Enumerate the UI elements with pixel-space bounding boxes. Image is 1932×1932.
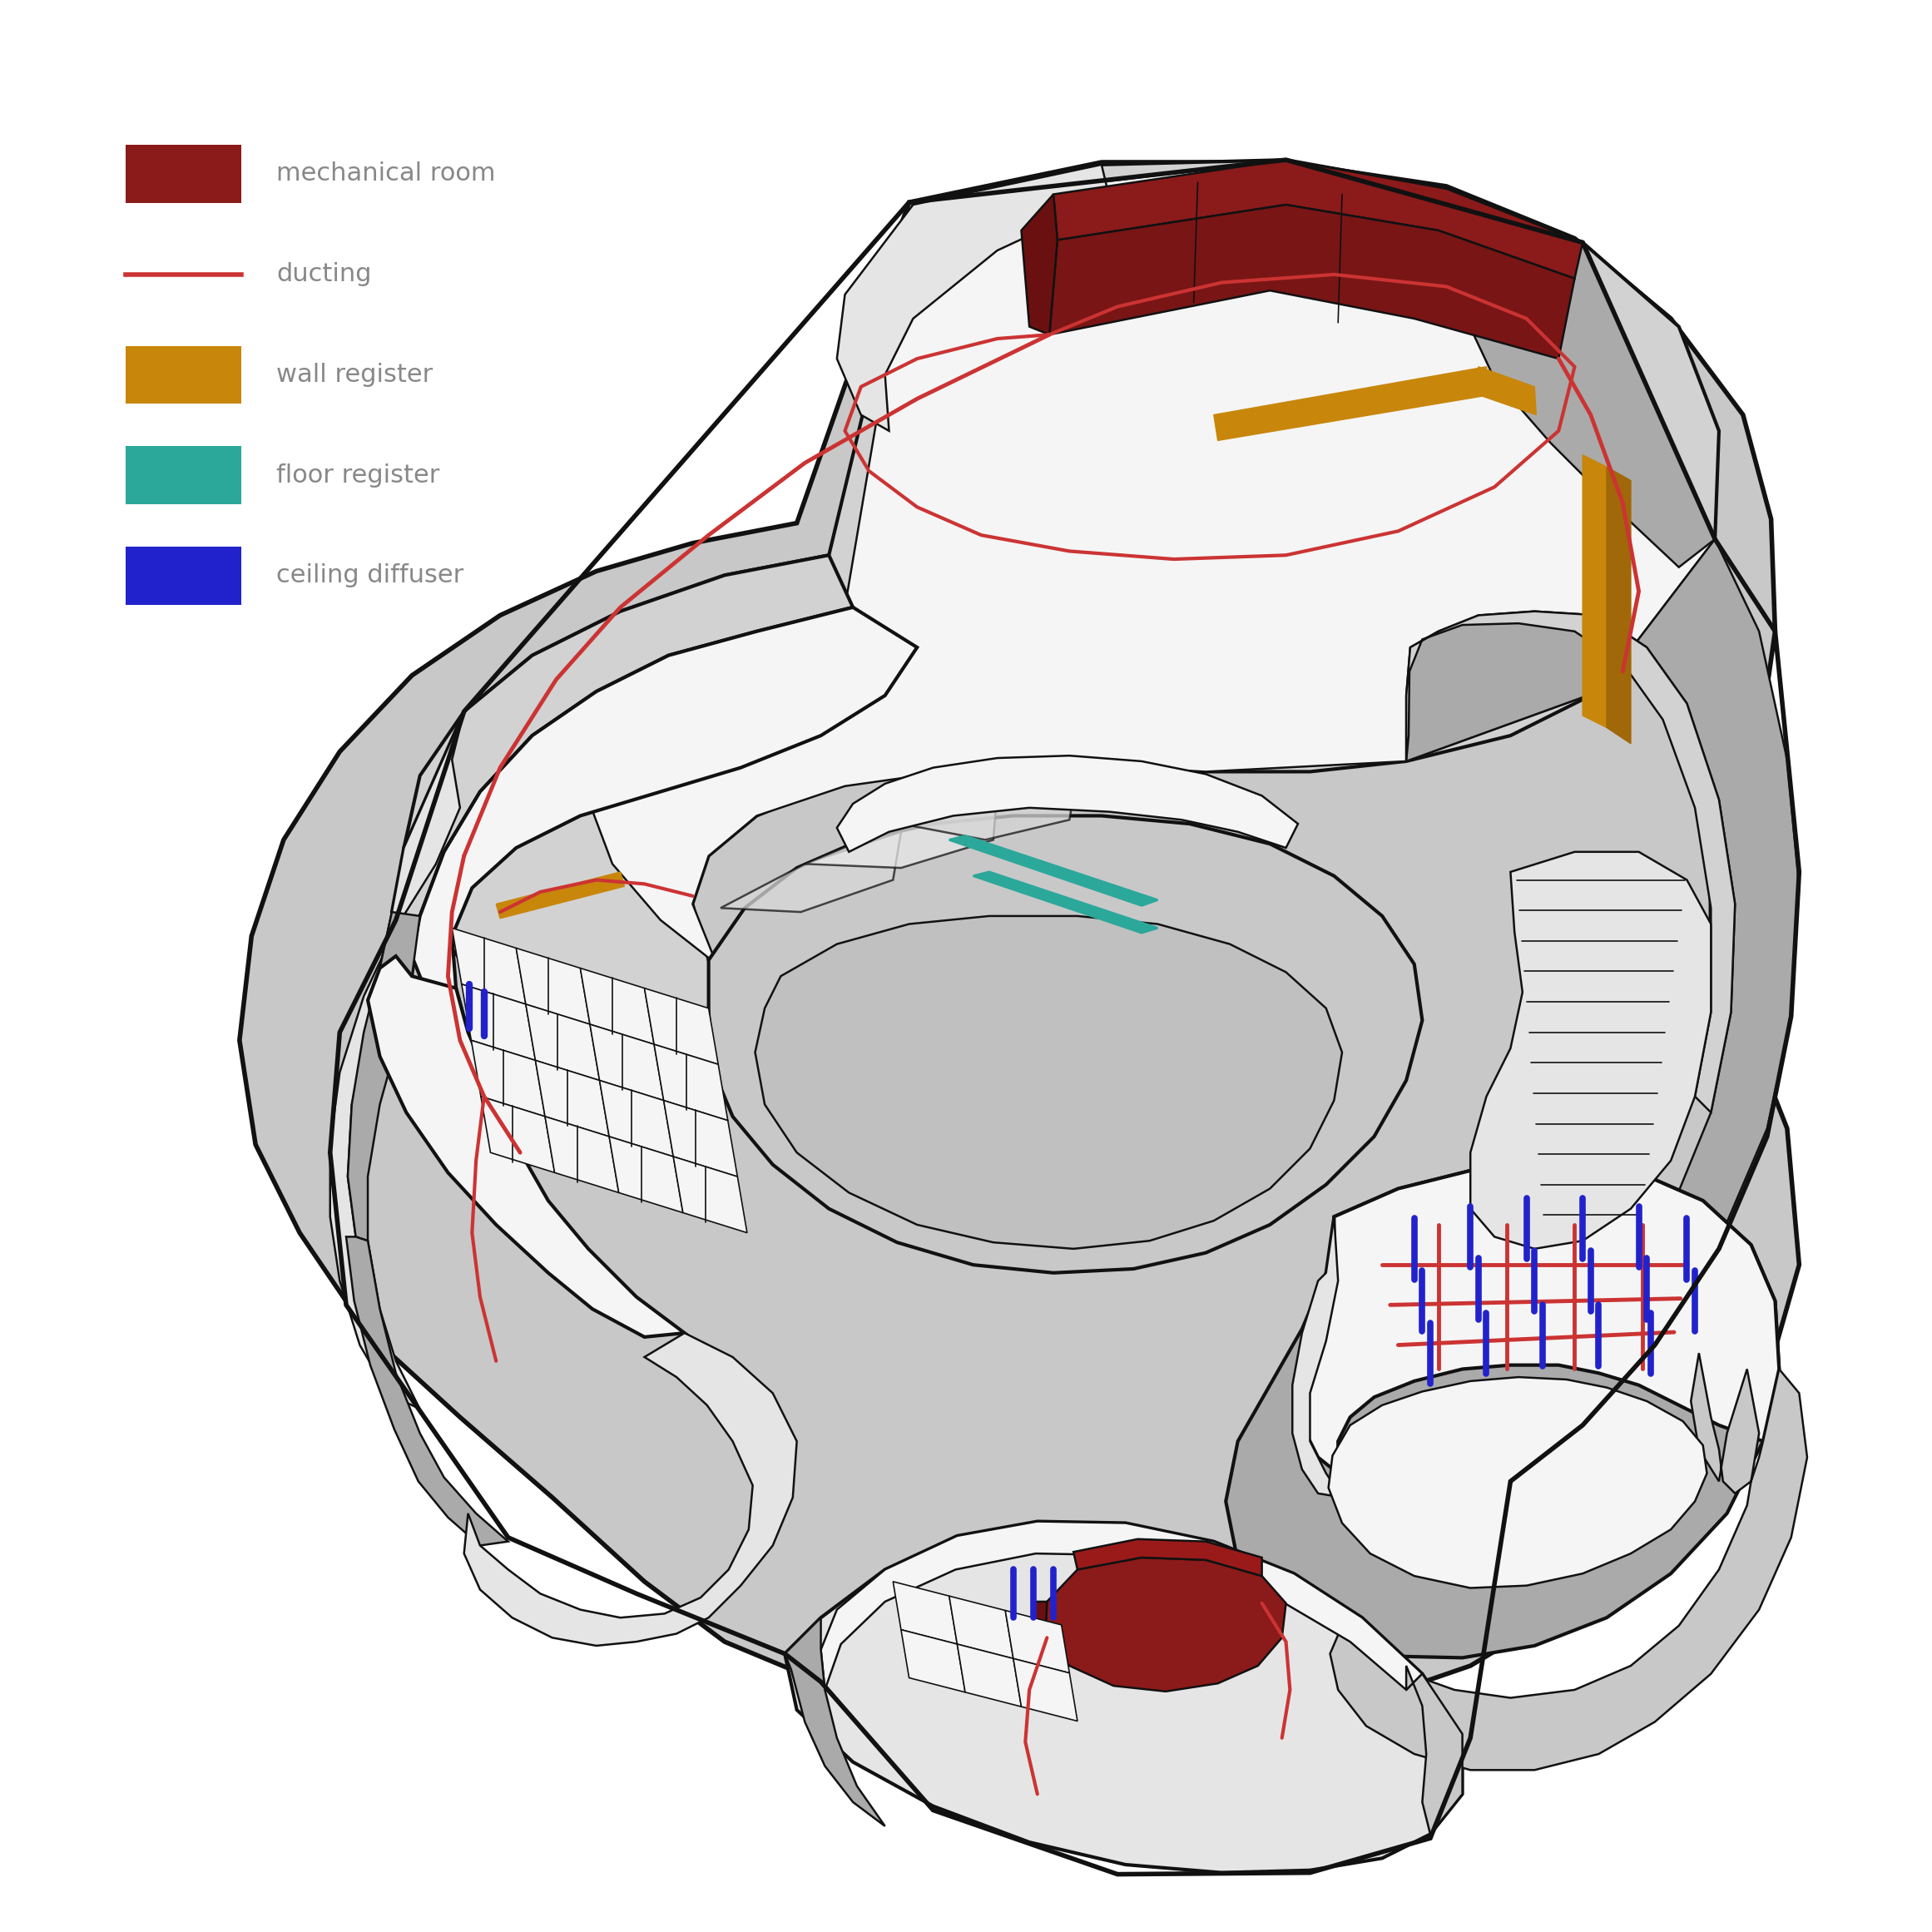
Polygon shape	[464, 1333, 796, 1646]
Polygon shape	[900, 1631, 966, 1692]
Polygon shape	[709, 815, 1422, 1273]
Text: ducting: ducting	[276, 263, 371, 286]
Polygon shape	[580, 968, 655, 1045]
Polygon shape	[589, 160, 1716, 964]
Polygon shape	[348, 912, 419, 1240]
Polygon shape	[1470, 852, 1712, 1248]
Polygon shape	[1463, 242, 1716, 568]
Polygon shape	[516, 949, 589, 1024]
Polygon shape	[900, 771, 1078, 840]
Polygon shape	[893, 1582, 956, 1644]
Polygon shape	[837, 755, 1298, 852]
Polygon shape	[545, 1117, 618, 1192]
Polygon shape	[674, 1157, 748, 1233]
Polygon shape	[1225, 1161, 1779, 1658]
Polygon shape	[655, 1045, 728, 1121]
Text: mechanical room: mechanical room	[276, 162, 495, 185]
Polygon shape	[1582, 454, 1607, 728]
Polygon shape	[1293, 1217, 1343, 1497]
Polygon shape	[1049, 205, 1575, 359]
Polygon shape	[526, 1005, 599, 1080]
Polygon shape	[784, 1520, 1463, 1872]
Polygon shape	[346, 1236, 508, 1546]
Polygon shape	[806, 792, 997, 867]
Polygon shape	[1213, 367, 1490, 440]
Text: ceiling diffuser: ceiling diffuser	[276, 564, 464, 587]
Polygon shape	[471, 1039, 545, 1117]
Polygon shape	[1406, 539, 1799, 1530]
Polygon shape	[1329, 1352, 1806, 1770]
Polygon shape	[974, 871, 1157, 933]
Polygon shape	[1005, 1611, 1070, 1673]
Polygon shape	[1329, 1378, 1708, 1588]
Polygon shape	[589, 1024, 665, 1101]
Polygon shape	[645, 987, 719, 1065]
Text: floor register: floor register	[276, 464, 440, 487]
Polygon shape	[1302, 1161, 1779, 1474]
Polygon shape	[367, 956, 684, 1337]
Polygon shape	[956, 1644, 1022, 1706]
Polygon shape	[1022, 195, 1057, 334]
Polygon shape	[1074, 1540, 1262, 1577]
Polygon shape	[404, 160, 1719, 1113]
Polygon shape	[821, 1520, 1422, 1690]
Polygon shape	[1478, 367, 1536, 415]
Polygon shape	[452, 927, 526, 1005]
Polygon shape	[462, 983, 535, 1061]
Polygon shape	[1406, 611, 1735, 1113]
Polygon shape	[240, 162, 1799, 1739]
Polygon shape	[665, 1101, 738, 1177]
Polygon shape	[330, 711, 464, 1408]
Polygon shape	[412, 607, 918, 1032]
Polygon shape	[949, 837, 1157, 906]
Polygon shape	[1053, 160, 1582, 278]
Polygon shape	[481, 1097, 554, 1173]
Polygon shape	[535, 1061, 609, 1136]
Polygon shape	[784, 1617, 885, 1826]
Polygon shape	[1406, 1665, 1463, 1833]
Polygon shape	[949, 1596, 1012, 1658]
Polygon shape	[721, 833, 900, 912]
Polygon shape	[1045, 1557, 1287, 1690]
Polygon shape	[599, 1080, 674, 1157]
Text: wall register: wall register	[276, 363, 433, 386]
Polygon shape	[392, 554, 852, 976]
Polygon shape	[1607, 468, 1631, 744]
Polygon shape	[755, 916, 1343, 1248]
Polygon shape	[497, 871, 624, 918]
Polygon shape	[837, 164, 1109, 431]
Polygon shape	[1012, 1658, 1078, 1721]
Polygon shape	[1030, 1602, 1047, 1665]
Polygon shape	[609, 1136, 682, 1213]
